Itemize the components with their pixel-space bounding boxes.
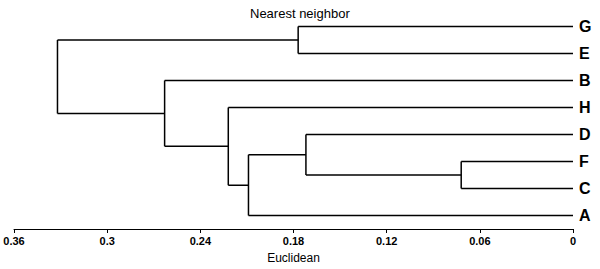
svg-text:A: A	[579, 207, 591, 224]
svg-text:Euclidean: Euclidean	[267, 251, 320, 265]
svg-text:0.36: 0.36	[3, 235, 24, 247]
svg-text:F: F	[579, 153, 589, 170]
svg-text:E: E	[579, 45, 590, 62]
svg-text:0.3: 0.3	[100, 235, 115, 247]
svg-text:0.12: 0.12	[376, 235, 397, 247]
svg-text:B: B	[579, 72, 591, 89]
svg-text:0.18: 0.18	[283, 235, 304, 247]
svg-text:Nearest neighbor: Nearest neighbor	[250, 6, 350, 21]
svg-text:C: C	[579, 180, 591, 197]
svg-text:G: G	[579, 18, 591, 35]
svg-text:H: H	[579, 99, 591, 116]
svg-text:0.24: 0.24	[190, 235, 212, 247]
svg-text:0: 0	[570, 235, 576, 247]
svg-text:0.06: 0.06	[469, 235, 490, 247]
svg-text:D: D	[579, 126, 591, 143]
